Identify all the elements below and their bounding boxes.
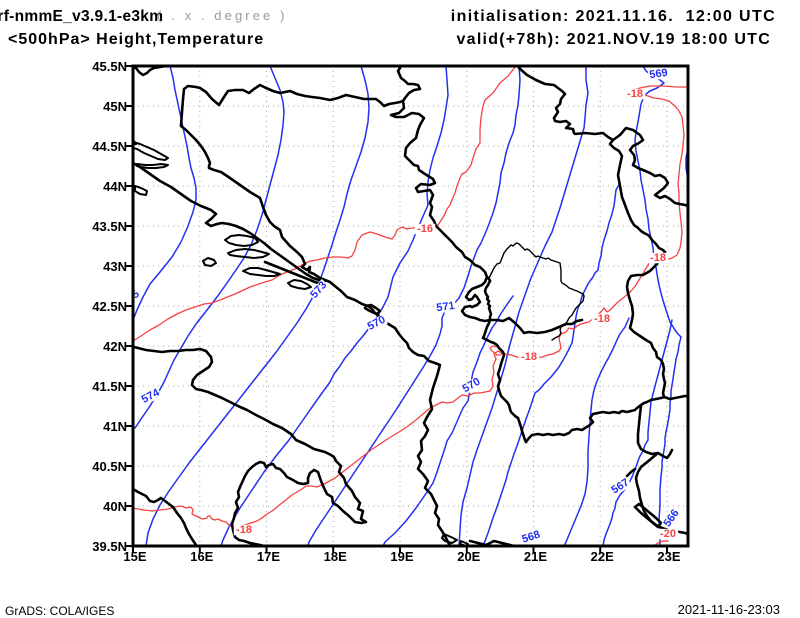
svg-text:41.5N: 41.5N xyxy=(92,379,127,394)
svg-text:-18: -18 xyxy=(627,88,643,100)
svg-text:44.5N: 44.5N xyxy=(92,139,127,154)
svg-text:569: 569 xyxy=(649,67,669,81)
svg-text:39.5N: 39.5N xyxy=(92,539,127,554)
svg-text:initialisation: 2021.11.16. 1: initialisation: 2021.11.16. 12:00 UTC xyxy=(451,8,776,25)
svg-text:45N: 45N xyxy=(103,99,127,114)
svg-text:41N: 41N xyxy=(103,419,127,434)
svg-text:18E: 18E xyxy=(324,549,347,564)
svg-text:19E: 19E xyxy=(390,549,413,564)
svg-text:<500hPa> Height,Temperature: <500hPa> Height,Temperature xyxy=(8,31,264,48)
svg-text:16E: 16E xyxy=(190,549,213,564)
svg-text:-18: -18 xyxy=(650,252,666,264)
svg-text:44N: 44N xyxy=(103,179,127,194)
svg-text:22E: 22E xyxy=(591,549,614,564)
svg-text:43.5N: 43.5N xyxy=(92,219,127,234)
svg-text:45.5N: 45.5N xyxy=(92,59,127,74)
svg-text:40.5N: 40.5N xyxy=(92,459,127,474)
svg-text:-18: -18 xyxy=(594,313,610,325)
svg-text:17E: 17E xyxy=(257,549,280,564)
svg-text:571: 571 xyxy=(436,300,456,314)
svg-text:42.5N: 42.5N xyxy=(92,299,127,314)
svg-text:20E: 20E xyxy=(457,549,480,564)
svg-text:568: 568 xyxy=(520,529,541,546)
svg-text:42N: 42N xyxy=(103,339,127,354)
svg-text:-20: -20 xyxy=(660,528,676,540)
svg-text:valid(+78h): 2021.NOV.19 18:00: valid(+78h): 2021.NOV.19 18:00 UTC xyxy=(457,31,771,48)
svg-text:2021-11-16-23:03: 2021-11-16-23:03 xyxy=(678,602,780,617)
svg-text:23E: 23E xyxy=(657,549,680,564)
svg-text:wrf-nmmE_v3.9.1-e3km: wrf-nmmE_v3.9.1-e3km xyxy=(0,8,163,25)
svg-text:21E: 21E xyxy=(524,549,547,564)
svg-text:-16: -16 xyxy=(417,223,433,235)
svg-text:575: 575 xyxy=(120,288,142,309)
svg-text:43N: 43N xyxy=(103,259,127,274)
svg-text:( . x . degree ): ( . x . degree ) xyxy=(157,8,288,23)
svg-text:GrADS: COLA/IGES: GrADS: COLA/IGES xyxy=(5,604,114,618)
svg-text:40N: 40N xyxy=(103,499,127,514)
svg-text:15E: 15E xyxy=(123,549,146,564)
svg-text:-18: -18 xyxy=(236,524,252,536)
svg-text:-18: -18 xyxy=(521,351,537,363)
